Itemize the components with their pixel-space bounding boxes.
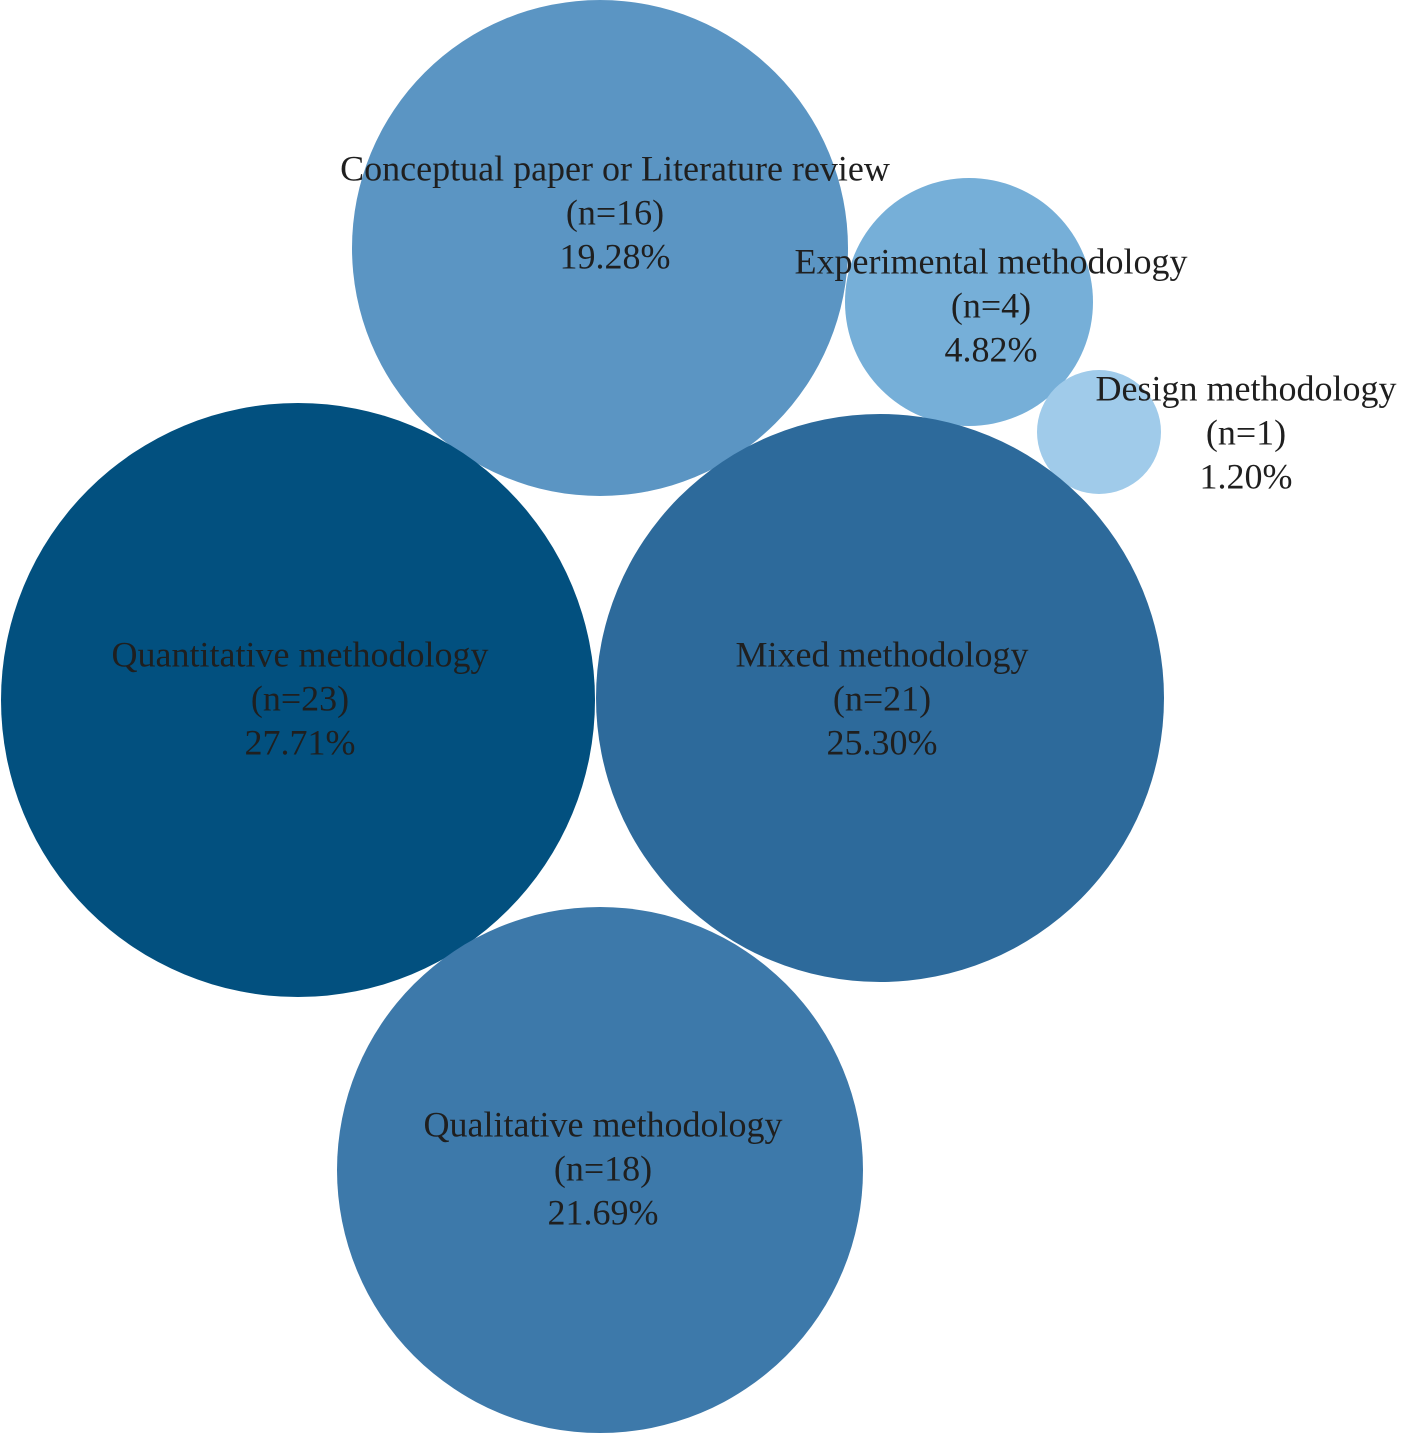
bubble-conceptual-paper-or-literature-review-label: Conceptual paper or Literature review [340,148,890,188]
bubble-mixed-methodology-percent: 25.30% [827,722,938,762]
bubble-mixed-methodology-count: (n=21) [833,678,931,718]
bubble-qualitative-methodology-label: Qualitative methodology [424,1104,783,1144]
bubble-quantitative-methodology-percent: 27.71% [245,722,356,762]
bubble-quantitative-methodology-count: (n=23) [251,678,349,718]
bubble-quantitative-methodology [1,403,595,997]
bubble-qualitative-methodology-count: (n=18) [554,1148,652,1188]
bubble-design-methodology-percent: 1.20% [1200,456,1293,496]
bubble-experimental-methodology-label: Experimental methodology [795,241,1188,281]
bubble-qualitative-methodology [337,907,863,1433]
bubble-experimental-methodology [845,178,1093,426]
bubble-conceptual-paper-or-literature-review [352,0,848,496]
bubble-design-methodology-count: (n=1) [1206,412,1286,452]
bubble-conceptual-paper-or-literature-review-count: (n=16) [566,192,664,232]
bubble-experimental-methodology-count: (n=4) [951,285,1031,325]
bubble-qualitative-methodology-percent: 21.69% [548,1192,659,1232]
bubble-mixed-methodology-label: Mixed methodology [736,634,1029,674]
bubble-mixed-methodology [596,414,1164,982]
bubble-design-methodology [1037,370,1161,494]
bubble-conceptual-paper-or-literature-review-percent: 19.28% [560,236,671,276]
bubbles-layer [1,0,1164,1433]
bubble-experimental-methodology-percent: 4.82% [945,329,1038,369]
bubble-quantitative-methodology-label: Quantitative methodology [112,634,489,674]
labels-layer: Conceptual paper or Literature review(n=… [112,148,1397,1232]
bubble-design-methodology-label: Design methodology [1096,368,1397,408]
